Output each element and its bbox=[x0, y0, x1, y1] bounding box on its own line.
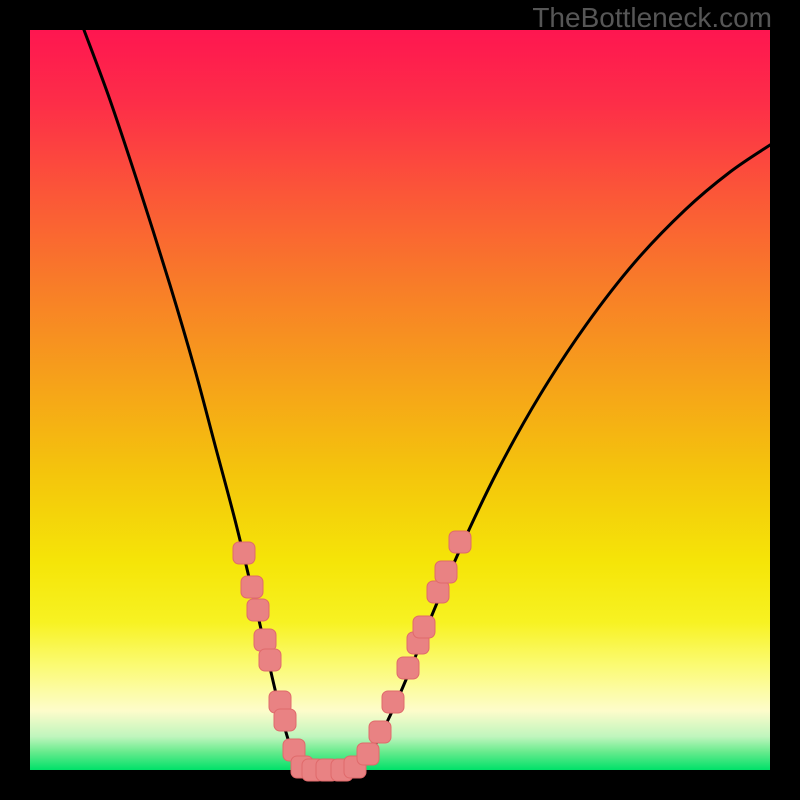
scatter-marker bbox=[254, 629, 276, 651]
scatter-marker bbox=[435, 561, 457, 583]
scatter-marker bbox=[274, 709, 296, 731]
scatter-marker bbox=[382, 691, 404, 713]
plot-area bbox=[30, 30, 770, 770]
scatter-marker bbox=[357, 743, 379, 765]
scatter-marker bbox=[369, 721, 391, 743]
scatter-marker bbox=[397, 657, 419, 679]
v-curve-path bbox=[84, 30, 770, 771]
scatter-marker bbox=[241, 576, 263, 598]
scatter-marker bbox=[259, 649, 281, 671]
scatter-marker bbox=[427, 581, 449, 603]
watermark-text: TheBottleneck.com bbox=[532, 2, 772, 34]
chart-frame: TheBottleneck.com bbox=[0, 0, 800, 800]
scatter-marker bbox=[233, 542, 255, 564]
scatter-marker bbox=[449, 531, 471, 553]
curve-layer bbox=[30, 30, 770, 770]
scatter-marker bbox=[413, 616, 435, 638]
scatter-marker bbox=[247, 599, 269, 621]
